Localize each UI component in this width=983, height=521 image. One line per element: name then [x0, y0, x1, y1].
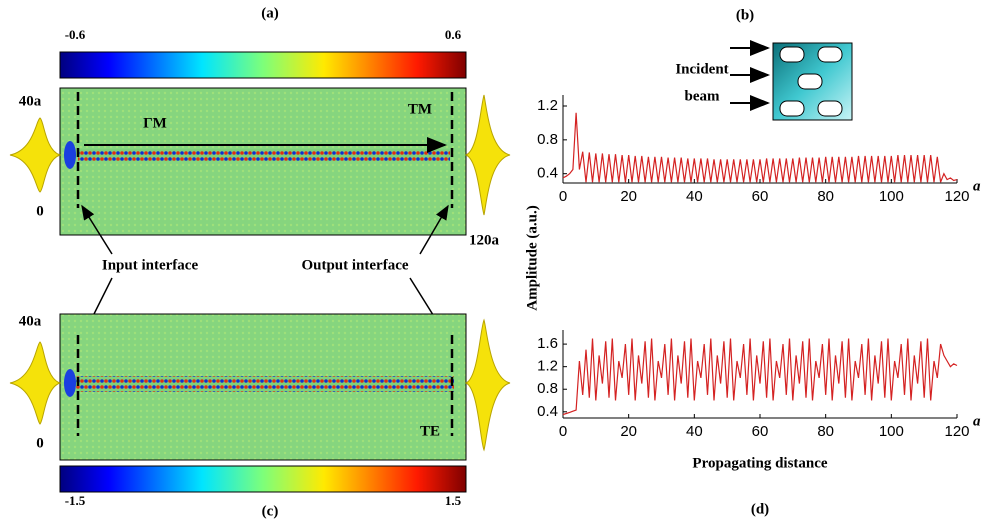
y-tick-label: 0.8 [537, 380, 558, 397]
colorbar-max: 1.5 [445, 493, 462, 508]
y-max-label: 40a [19, 313, 42, 329]
y-min-label: 0 [36, 203, 44, 219]
polarization-label: TE [420, 423, 440, 439]
colorbar-min: -0.6 [65, 27, 86, 42]
source [64, 369, 76, 397]
arrow [419, 204, 449, 255]
output-profile [464, 94, 511, 216]
y-tick-label: 0.4 [537, 403, 558, 420]
inset-label: Incident [675, 61, 728, 77]
y-tick-label: 0.4 [537, 165, 558, 182]
x-tick-label: 40 [686, 188, 703, 205]
data-line [562, 338, 958, 416]
colorbar [59, 465, 467, 493]
x-tick-label: 120 [944, 423, 969, 440]
x-tick-label: 100 [879, 188, 904, 205]
x-tick-label: 80 [817, 188, 834, 205]
x-unit: a [973, 413, 981, 429]
y-max-label: 40a [19, 93, 42, 109]
field-map [59, 87, 467, 236]
x-tick-label: 0 [559, 423, 567, 440]
source [64, 141, 76, 169]
arrow [81, 204, 113, 255]
x-max-label: 120a [469, 232, 500, 248]
input-annotation: Input interface [102, 257, 199, 273]
x-tick-label: 40 [686, 423, 703, 440]
panel-label: (b) [736, 7, 754, 23]
x-tick-label: 100 [879, 423, 904, 440]
x-tick-label: 80 [817, 423, 834, 440]
colorbar-max: 0.6 [445, 27, 462, 42]
input-profile [9, 341, 62, 425]
output-profile [464, 318, 511, 452]
holes [779, 46, 843, 117]
x-tick-label: 20 [620, 188, 637, 205]
x-tick-label: 0 [559, 188, 567, 205]
x-tick-label: 60 [752, 423, 769, 440]
x-tick-label: 60 [752, 188, 769, 205]
x-tick-label: 120 [944, 188, 969, 205]
y-tick-label: 0.8 [537, 131, 558, 148]
y-tick-label: 1.6 [537, 335, 558, 352]
field-beam [76, 376, 454, 392]
data-line [562, 112, 958, 183]
colorbar-min: -1.5 [65, 493, 86, 508]
colorbar [59, 51, 467, 79]
x-unit: a [973, 178, 981, 194]
y-axis-label: Amplitude (a.u.) [524, 205, 540, 310]
y-tick-label: 1.2 [537, 358, 558, 375]
polarization-label: TM [408, 101, 432, 117]
x-axis-label: Propagating distance [692, 455, 827, 471]
y-min-label: 0 [36, 435, 44, 451]
panel-label: (a) [261, 5, 279, 21]
field-beam [78, 149, 450, 161]
panel-label: (d) [751, 501, 769, 517]
panel-label: (c) [262, 503, 279, 519]
x-tick-label: 20 [620, 423, 637, 440]
input-profile [9, 117, 62, 193]
inset-label: beam [685, 88, 721, 104]
y-tick-label: 1.2 [537, 97, 558, 114]
output-annotation: Output interface [301, 257, 408, 273]
direction-label: ΓM [143, 115, 167, 131]
